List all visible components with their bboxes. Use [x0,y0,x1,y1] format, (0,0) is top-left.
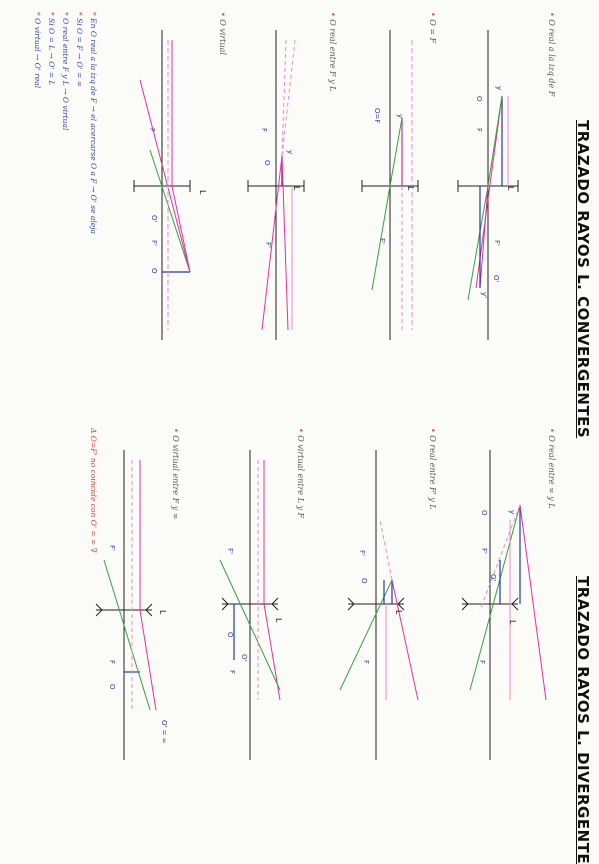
diagram-div-3: L F' O O' F [219,450,283,760]
label-d4-o: O [108,684,116,690]
label-d3-o: O [226,632,234,638]
label-d2-o: O [360,578,368,584]
label-c1-f2: F' [493,240,501,246]
lens-label-d2: L [394,610,403,615]
label-c4-o: O [150,268,158,274]
label-c3-f: F [260,128,268,132]
label-c2-y: y [396,114,404,118]
diagram-conv-3: L y F O F' [247,30,305,340]
label-d2-f2: F' [358,550,366,556]
diagram-conv-2: L y O=F F' [361,30,419,340]
label-c1-y: y [495,86,503,90]
label-c4-f: F [148,128,156,132]
label-d1-y: y [508,510,516,514]
label-c1-f: F [475,128,483,132]
label-d1-o2: O' [489,574,497,582]
lens-label-d4: L [158,610,167,615]
lens-label-c4: L [198,190,207,195]
label-c1-o: O [475,96,483,102]
label-d3-f2: F' [226,548,234,554]
label-c3-y: y [286,150,294,154]
label-c4-f2: F' [150,240,158,246]
label-c3-o: O [263,160,271,166]
lens-label-c2: L [406,186,415,191]
label-d2-f: F [362,660,370,664]
lens-label-c3: L [292,186,301,191]
lens-label-d1: L [508,620,517,625]
label-d3-f: F [228,670,236,674]
lens-label-d3: L [274,618,283,623]
label-d1-f: F [478,660,486,664]
label-c2-f2: F' [378,238,386,244]
label-c4-o2: O' [150,215,158,223]
label-d1-o: O [480,510,488,516]
diagram-conv-1: L y O F F' O' y' [457,30,519,340]
label-d1-f2: F' [480,548,488,554]
label-d3-o2: O' [240,654,248,662]
label-d4-f2: F' [108,545,116,551]
label-d4-f: F [108,660,116,664]
label-c2-of: O=F [373,108,381,123]
diagram-conv-4: L F O' F' O [133,30,207,340]
label-c3-f2: F' [264,242,272,248]
lens-label-c1: L [506,186,515,191]
diagram-div-2: L F' O F [339,450,419,760]
label-c1-y2: y' [480,292,488,298]
label-d4-oinf: O' = ∞ [160,720,168,744]
diagram-div-4: L F' F O O' = ∞ [95,450,168,760]
diagram-div-1: y O F' O' F L [461,450,547,760]
label-c1-o2: O' [492,275,500,283]
